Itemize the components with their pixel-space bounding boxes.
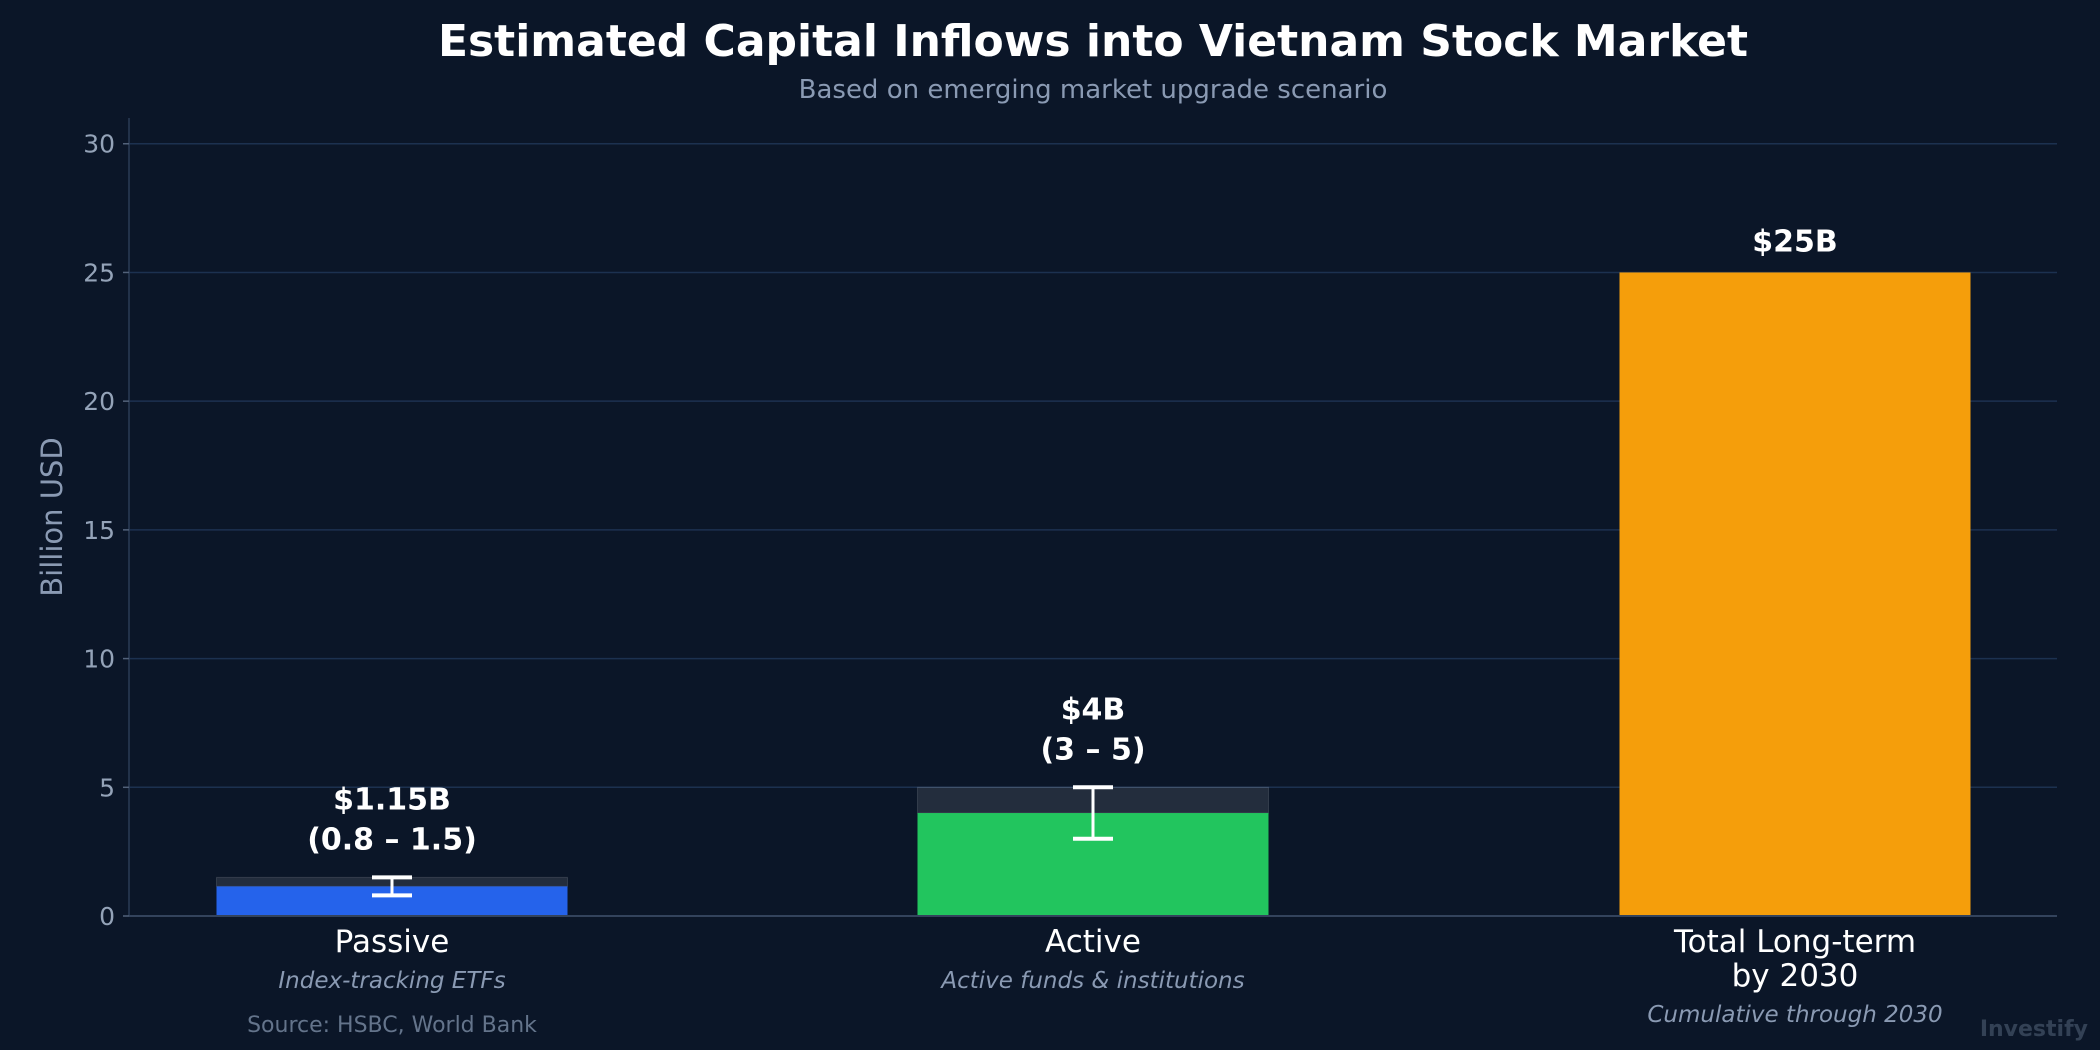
category-subtitle: Active funds & institutions: [939, 968, 1244, 994]
gridlines: [129, 142, 2057, 789]
category-label-line: by 2030: [1732, 958, 1859, 994]
value-label: $4B: [1061, 692, 1126, 727]
y-tick-label: 30: [83, 130, 115, 159]
category-label-line: Total Long-term: [1673, 924, 1916, 960]
y-axis-label: Billion USD: [35, 437, 69, 596]
chart-subtitle: Based on emerging market upgrade scenari…: [799, 75, 1388, 105]
bar-2: [1619, 272, 1971, 916]
y-tick-labels: 0 5 10 15 20 25 30: [83, 130, 129, 931]
y-tick-label: 20: [83, 387, 115, 416]
range-label: (3 – 5): [1040, 732, 1145, 767]
category-label: Passive: [335, 924, 450, 960]
category-label-line: Passive: [335, 924, 450, 960]
y-tick-label: 5: [99, 773, 115, 802]
category-label-line: Active: [1045, 924, 1141, 960]
category-label: Active: [1045, 924, 1141, 960]
bar-labels: $1.15B (0.8 – 1.5) Passive Index-tracking E…: [278, 224, 1942, 1028]
source-note: Source: HSBC, World Bank: [247, 1013, 537, 1038]
category-label: Total Long-term by 2030: [1673, 924, 1916, 994]
category-subtitle: Cumulative through 2030: [1647, 1002, 1942, 1028]
brand-watermark: Investify: [1980, 1017, 2088, 1042]
value-label: $25B: [1752, 224, 1838, 259]
value-label: $1.15B: [333, 782, 451, 817]
y-tick-label: 0: [99, 902, 115, 931]
category-subtitle: Index-tracking ETFs: [278, 968, 505, 994]
range-label: (0.8 – 1.5): [307, 822, 477, 857]
bars: [216, 272, 1971, 916]
chart-title: Estimated Capital Inflows into Vietnam S…: [438, 16, 1748, 67]
y-tick-label: 25: [83, 258, 115, 287]
y-tick-label: 10: [83, 645, 115, 674]
y-tick-label: 15: [83, 516, 115, 545]
